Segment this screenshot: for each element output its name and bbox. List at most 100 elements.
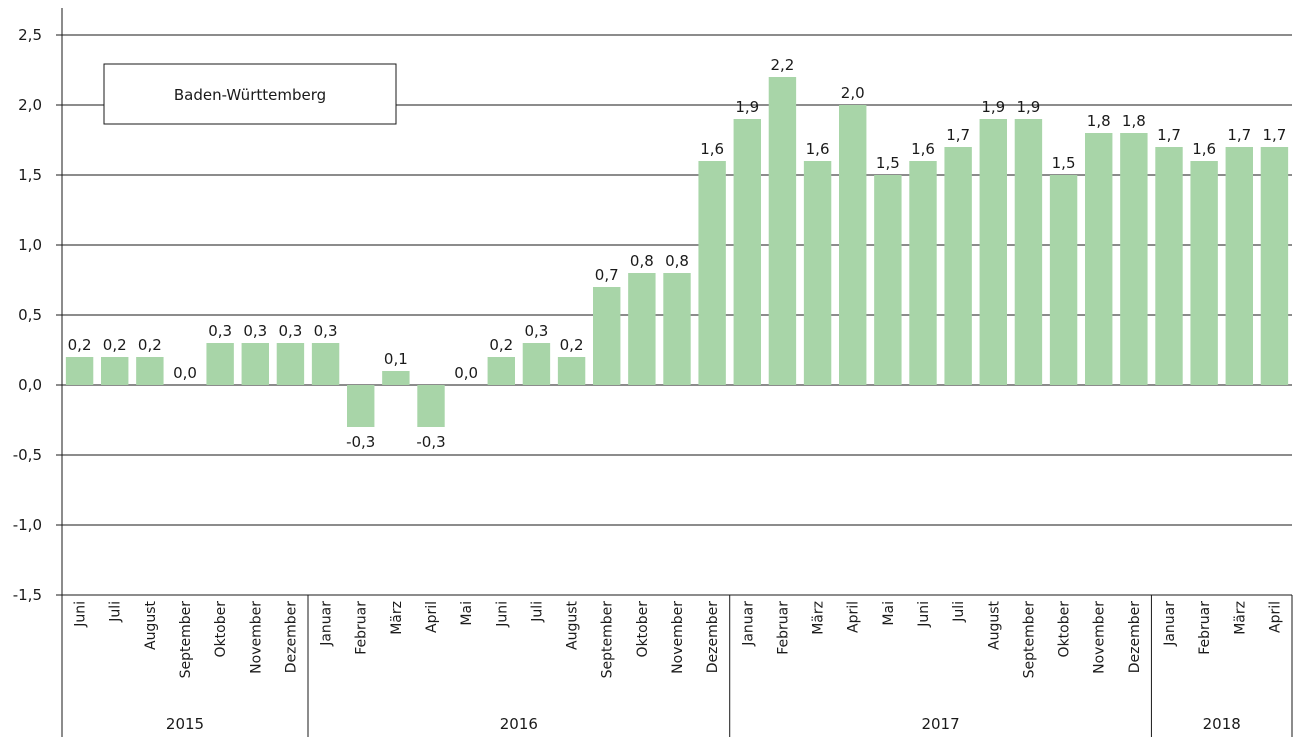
- y-tick-label: 0,5: [18, 306, 42, 324]
- year-label: 2016: [500, 715, 538, 733]
- bar: [979, 119, 1007, 385]
- data-label: 1,9: [1016, 98, 1040, 116]
- bar: [1085, 133, 1113, 385]
- x-tick-label: Januar: [319, 601, 335, 647]
- data-label: 1,9: [981, 98, 1005, 116]
- x-tick-label: Februar: [775, 601, 791, 655]
- bar: [698, 161, 726, 385]
- x-tick-label: April: [1267, 601, 1283, 633]
- data-label: 0,3: [314, 322, 338, 340]
- x-tick-label: Juni: [73, 601, 89, 628]
- x-tick-label: April: [846, 601, 862, 633]
- x-tick-label: Dezember: [283, 601, 299, 673]
- data-label: 0,3: [278, 322, 302, 340]
- y-tick-label: -1,5: [13, 586, 42, 604]
- data-labels: 0,2 0,2 0,2 0,0 0,3 0,3 0,3 0,3 -0,3 0,1 -0,3 0,0 0,…: [68, 56, 1287, 451]
- x-tick-label: August: [565, 600, 581, 650]
- data-label: 0,3: [243, 322, 267, 340]
- bar: [768, 77, 797, 385]
- legend-box: Baden-Württemberg: [103, 63, 397, 125]
- bar: [347, 385, 375, 427]
- bar: [1120, 133, 1148, 385]
- x-tick-label: Januar: [1162, 601, 1178, 647]
- x-tick-label: November: [670, 601, 686, 674]
- y-tick-label: 1,0: [18, 236, 42, 254]
- x-tick-label: November: [1092, 601, 1108, 674]
- data-label: 1,5: [876, 154, 900, 172]
- data-label: 1,7: [946, 126, 970, 144]
- bar: [1190, 161, 1218, 385]
- data-label: 1,6: [700, 140, 724, 158]
- data-label: 1,5: [1052, 154, 1076, 172]
- bar: [487, 357, 515, 385]
- data-label: 0,8: [665, 252, 689, 270]
- year-label: 2015: [166, 715, 204, 733]
- x-tick-label: Januar: [740, 601, 756, 647]
- legend-label: Baden-Württemberg: [174, 86, 326, 104]
- bar: [241, 343, 269, 385]
- data-label: 0,7: [595, 266, 619, 284]
- bars: [65, 77, 1289, 427]
- data-label: 2,2: [770, 56, 794, 74]
- data-label: 1,7: [1227, 126, 1251, 144]
- bar: [1049, 175, 1078, 385]
- x-tick-label: März: [811, 601, 827, 635]
- x-tick-label: März: [1232, 601, 1248, 635]
- bar: [909, 161, 937, 385]
- bar: [628, 273, 656, 385]
- x-tick-label: Juli: [529, 601, 545, 623]
- x-tick-label: Mai: [459, 601, 475, 626]
- bar: [276, 343, 305, 385]
- x-tick-label: November: [248, 601, 264, 674]
- data-label: 0,2: [489, 336, 513, 354]
- bar: [1260, 147, 1289, 385]
- x-axis: Juni Juli August September Oktober November De…: [62, 594, 1293, 737]
- bar: [944, 147, 972, 385]
- bar: [417, 385, 445, 427]
- bar: [206, 343, 234, 385]
- data-label: 0,0: [454, 364, 478, 382]
- y-axis: 2,5 2,0 1,5 1,0 0,5 0,0 -0,5 -1,0 -1,5: [13, 8, 63, 737]
- bar: [65, 357, 94, 385]
- year-label: 2017: [921, 715, 959, 733]
- bar: [136, 357, 164, 385]
- x-tick-label: Juli: [951, 601, 967, 623]
- bar: [839, 105, 867, 385]
- data-label: 0,2: [138, 336, 162, 354]
- data-label: 0,1: [384, 350, 408, 368]
- y-tick-label: 0,0: [18, 376, 42, 394]
- x-tick-label: August: [986, 600, 1002, 650]
- data-label: 1,9: [735, 98, 759, 116]
- bar: [1155, 147, 1183, 385]
- data-label: 1,8: [1122, 112, 1146, 130]
- year-label: 2018: [1203, 715, 1241, 733]
- bar: [382, 371, 410, 385]
- x-tick-label: Oktober: [635, 601, 651, 658]
- bar: [522, 343, 551, 385]
- data-label: 1,6: [806, 140, 830, 158]
- bar: [593, 287, 621, 385]
- x-tick-label: Juli: [108, 601, 124, 623]
- x-tick-label: September: [600, 601, 616, 679]
- bar: [803, 161, 832, 385]
- bar: [1225, 147, 1253, 385]
- x-tick-label: Juni: [494, 601, 510, 628]
- x-tick-label: Dezember: [705, 601, 721, 673]
- x-tick-label: April: [424, 601, 440, 633]
- data-label: 0,3: [208, 322, 232, 340]
- y-tick-label: -1,0: [13, 516, 42, 534]
- x-tick-label: März: [389, 601, 405, 635]
- data-label: 1,8: [1087, 112, 1111, 130]
- y-tick-label: 1,5: [18, 166, 42, 184]
- data-label: 2,0: [841, 84, 865, 102]
- data-label: 0,2: [68, 336, 92, 354]
- bar: [1014, 119, 1043, 385]
- x-tick-label: Februar: [354, 601, 370, 655]
- data-label: 0,8: [630, 252, 654, 270]
- data-label: -0,3: [346, 433, 375, 451]
- x-tick-label: August: [143, 600, 159, 650]
- bar: [733, 119, 761, 385]
- data-label: -0,3: [416, 433, 445, 451]
- bar: [557, 357, 586, 385]
